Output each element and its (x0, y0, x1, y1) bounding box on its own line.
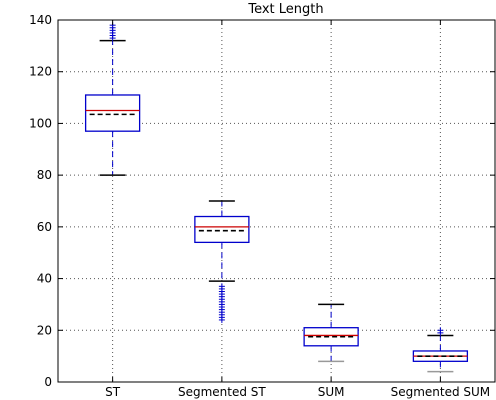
box-segmented-st (194, 200, 250, 323)
box-st (84, 22, 141, 176)
y-tick-label: 120 (29, 65, 52, 79)
y-tick-label: 40 (37, 272, 52, 286)
box-sum (303, 303, 359, 363)
y-tick-label: 60 (37, 220, 52, 234)
x-tick-label: ST (105, 385, 121, 399)
y-tick-label: 0 (44, 375, 52, 389)
x-tick-label: SUM (318, 385, 345, 399)
y-tick-label: 80 (37, 168, 52, 182)
x-tick-label: Segmented ST (178, 385, 266, 399)
y-tick-label: 20 (37, 323, 52, 337)
x-tick-label: Segmented SUM (391, 385, 491, 399)
y-tick-label: 100 (29, 116, 52, 130)
boxes-layer (84, 22, 469, 373)
outlier-marker (437, 327, 444, 334)
box-rect (303, 327, 359, 347)
grid-lines (58, 20, 495, 382)
y-tick-label: 140 (29, 13, 52, 27)
chart-title: Text Length (247, 2, 323, 17)
y-axis: 0 20 40 60 80 100 120 140 (29, 13, 495, 389)
box-rect (194, 215, 250, 244)
plot-frame (57, 19, 496, 383)
box-rect (84, 94, 141, 132)
outlier-marker (218, 283, 225, 290)
x-axis: ST Segmented ST SUM Segmented SUM (105, 20, 490, 399)
box-segmented-sum (412, 327, 469, 373)
